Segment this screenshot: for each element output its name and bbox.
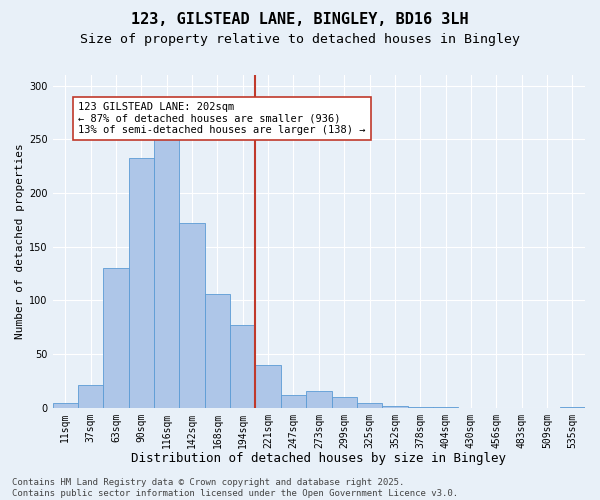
Bar <box>129 158 154 408</box>
Bar <box>205 294 230 408</box>
X-axis label: Distribution of detached houses by size in Bingley: Distribution of detached houses by size … <box>131 452 506 465</box>
Bar <box>332 397 357 407</box>
Bar <box>256 365 281 408</box>
Bar <box>103 268 129 407</box>
Text: 123 GILSTEAD LANE: 202sqm
← 87% of detached houses are smaller (936)
13% of semi: 123 GILSTEAD LANE: 202sqm ← 87% of detac… <box>78 102 365 135</box>
Bar <box>281 395 306 407</box>
Text: Size of property relative to detached houses in Bingley: Size of property relative to detached ho… <box>80 32 520 46</box>
Text: 123, GILSTEAD LANE, BINGLEY, BD16 3LH: 123, GILSTEAD LANE, BINGLEY, BD16 3LH <box>131 12 469 28</box>
Bar <box>154 140 179 407</box>
Bar <box>306 390 332 407</box>
Bar <box>560 406 585 408</box>
Bar <box>382 406 407 407</box>
Bar <box>230 325 256 407</box>
Bar <box>179 223 205 408</box>
Bar <box>357 404 382 407</box>
Bar <box>78 385 103 407</box>
Bar <box>433 406 458 408</box>
Bar <box>53 404 78 407</box>
Y-axis label: Number of detached properties: Number of detached properties <box>15 144 25 339</box>
Bar <box>407 406 433 408</box>
Text: Contains HM Land Registry data © Crown copyright and database right 2025.
Contai: Contains HM Land Registry data © Crown c… <box>12 478 458 498</box>
